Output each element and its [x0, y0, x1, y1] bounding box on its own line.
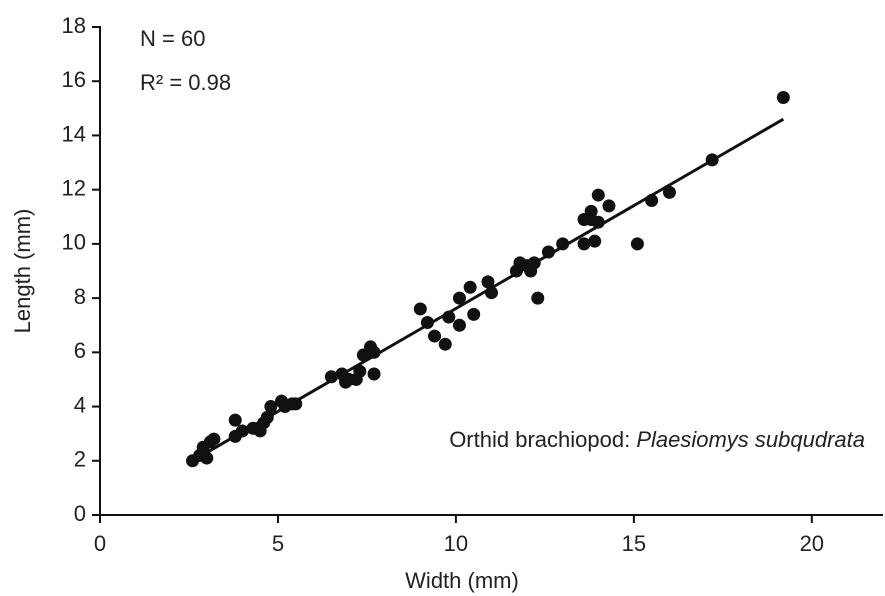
point: [776, 90, 790, 104]
x-axis-label: Width (mm): [405, 568, 519, 593]
point: [442, 310, 456, 324]
y-tick-label: 18: [62, 13, 86, 38]
point: [260, 410, 274, 424]
point: [235, 424, 249, 438]
point: [705, 153, 719, 167]
y-tick-label: 4: [74, 392, 86, 417]
point: [541, 245, 555, 259]
point: [556, 237, 570, 251]
point: [367, 367, 381, 381]
x-tick-label: 5: [272, 531, 284, 556]
y-tick-label: 6: [74, 338, 86, 363]
point: [367, 345, 381, 359]
point: [630, 237, 644, 251]
y-tick-label: 16: [62, 67, 86, 92]
point: [485, 286, 498, 300]
point: [228, 413, 242, 427]
y-tick-label: 2: [74, 447, 86, 472]
x-tick-label: 10: [444, 531, 468, 556]
x-tick-label: 0: [94, 531, 106, 556]
x-tick-label: 20: [800, 531, 824, 556]
y-tick-label: 12: [62, 175, 86, 200]
point: [264, 400, 278, 414]
point: [602, 199, 616, 213]
point: [438, 337, 452, 351]
point: [413, 302, 427, 316]
y-tick-label: 8: [74, 284, 86, 309]
y-tick-label: 10: [62, 230, 86, 255]
y-tick-label: 0: [74, 501, 86, 526]
x-tick-label: 15: [622, 531, 646, 556]
annotation: R² = 0.98: [140, 70, 231, 95]
caption-text: Orthid brachiopod:: [449, 427, 630, 452]
point: [463, 280, 477, 294]
caption-species: Plaesiomys subqudrata: [636, 427, 865, 452]
point: [452, 291, 466, 305]
point: [662, 185, 676, 199]
point: [591, 188, 605, 202]
point: [289, 397, 303, 411]
caption: Orthid brachiopod: Plaesiomys subqudrata: [449, 427, 865, 452]
point: [207, 432, 221, 446]
point: [588, 234, 602, 248]
point: [428, 329, 442, 343]
point: [353, 364, 367, 378]
y-axis-label: Length (mm): [10, 209, 35, 334]
point: [452, 318, 466, 332]
point: [577, 237, 591, 251]
point: [324, 370, 338, 384]
point: [200, 451, 214, 465]
point: [467, 307, 481, 321]
point: [520, 259, 534, 273]
point: [531, 291, 545, 305]
point: [481, 275, 495, 289]
y-tick-label: 14: [62, 121, 86, 146]
point: [591, 215, 605, 229]
annotation: N = 60: [140, 26, 205, 51]
point: [645, 194, 659, 208]
point: [420, 316, 434, 330]
